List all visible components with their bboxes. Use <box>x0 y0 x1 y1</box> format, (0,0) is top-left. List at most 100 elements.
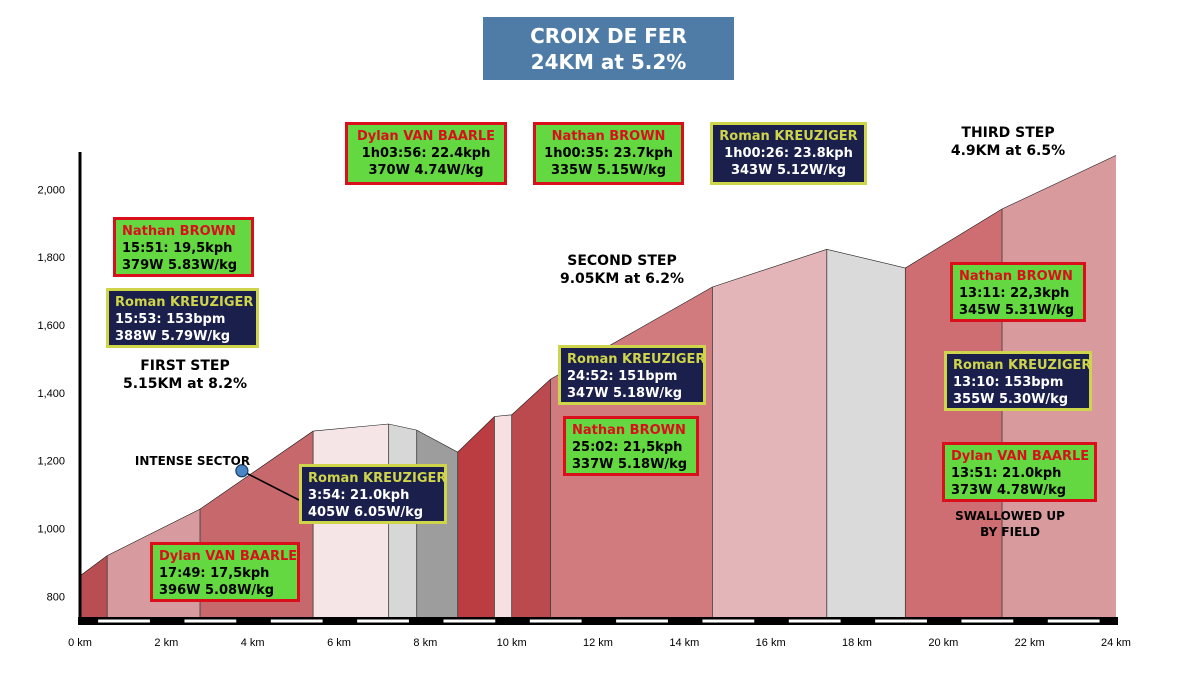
x-axis-dash <box>184 619 237 623</box>
swallowed-label: SWALLOWED UP BY FIELD <box>945 508 1075 540</box>
third-step-detail: 4.9KM at 6.5% <box>950 143 1066 159</box>
x-tick-label: 8 km <box>413 637 437 649</box>
rider-name: Roman KREUZIGER <box>567 352 706 367</box>
rider-name: Dylan VAN BAARLE <box>356 129 496 144</box>
profile-segment-1 <box>80 555 108 620</box>
rider-name: Roman KREUZIGER <box>308 471 447 486</box>
stat-line: 345W 5.31W/kg <box>959 303 1075 318</box>
y-tick-label: 1,000 <box>37 523 65 535</box>
stat-line: 17:49: 17,5kph <box>159 566 270 581</box>
stat-line: 347W 5.18W/kg <box>567 386 683 401</box>
stat-line: 13:51: 21.0kph <box>951 466 1062 481</box>
stat-line: 373W 4.78W/kg <box>951 483 1067 498</box>
x-tick-label: 14 km <box>669 637 699 649</box>
x-axis-dash <box>357 619 409 623</box>
rider-name: Nathan BROWN <box>959 269 1073 284</box>
rider-name: Dylan VAN BAARLE <box>951 449 1090 464</box>
chart-title-line1: CROIX DE FER <box>530 24 687 48</box>
x-tick-label: 20 km <box>928 637 958 649</box>
marker-dot <box>235 464 249 478</box>
x-axis-dash <box>961 619 1014 623</box>
rider-name: Roman KREUZIGER <box>115 295 254 310</box>
y-tick-label: 1,400 <box>37 388 65 400</box>
stat-box-nathan-brown-total: Nathan BROWN 1h00:35: 23.7kph 335W 5.15W… <box>533 122 684 185</box>
x-tick-label: 4 km <box>241 637 265 649</box>
first-step-detail: 5.15KM at 8.2% <box>122 376 248 392</box>
x-tick-label: 10 km <box>497 637 527 649</box>
x-axis-dash <box>443 619 496 623</box>
profile-segment-12 <box>826 249 906 621</box>
stat-line: 1h03:56: 22.4kph <box>361 146 491 161</box>
profile-segment-8 <box>494 414 512 620</box>
third-step-label: THIRD STEP 4.9KM at 6.5% <box>933 124 1083 160</box>
x-axis-ticks: 0 km 2 km 4 km 6 km 8 km 10 km 12 km 14 km 16 km… <box>68 637 1131 649</box>
x-axis-dash <box>788 619 841 623</box>
stat-line: 15:51: 19,5kph <box>122 241 233 256</box>
stat-line: 1h00:35: 23.7kph <box>544 146 673 161</box>
stat-line: 343W 5.12W/kg <box>730 163 847 178</box>
stat-line: 15:53: 153bpm <box>115 312 226 327</box>
stat-line: 335W 5.15W/kg <box>550 163 667 178</box>
intense-sector-label: INTENSE SECTOR <box>134 454 251 468</box>
profile-segment-6 <box>416 430 458 620</box>
second-step-label: SECOND STEP 9.05KM at 6.2% <box>547 252 697 288</box>
second-step-title: SECOND STEP <box>567 253 677 269</box>
stat-line: 24:52: 151bpm <box>567 369 678 384</box>
stat-line: 379W 5.83W/kg <box>122 258 238 273</box>
intense-sector-marker <box>235 464 300 501</box>
stat-line: 13:11: 22,3kph <box>959 286 1070 301</box>
stat-box-roman-kreuziger-intense: Roman KREUZIGER 3:54: 21.0kph 405W 6.05W… <box>299 464 447 524</box>
stat-line: 405W 6.05W/kg <box>308 505 424 520</box>
x-axis-dash <box>702 619 755 623</box>
y-tick-label: 2,000 <box>37 184 65 196</box>
y-tick-label: 1,600 <box>37 320 65 332</box>
rider-name: Roman KREUZIGER <box>953 358 1092 373</box>
stat-line: 396W 5.08W/kg <box>159 583 275 598</box>
x-tick-label: 16 km <box>756 637 786 649</box>
x-tick-label: 0 km <box>68 637 92 649</box>
rider-name: Nathan BROWN <box>122 224 236 239</box>
stat-line: 25:02: 21,5kph <box>572 440 683 455</box>
stat-line: 370W 4.74W/kg <box>368 163 484 178</box>
stat-line: 3:54: 21.0kph <box>308 488 410 503</box>
profile-segment-11 <box>712 249 827 621</box>
x-tick-label: 12 km <box>583 637 613 649</box>
x-axis-dash <box>1047 619 1100 623</box>
first-step-label: FIRST STEP 5.15KM at 8.2% <box>110 357 260 393</box>
stat-box-nathan-brown-second: Nathan BROWN 25:02: 21,5kph 337W 5.18W/k… <box>563 416 699 476</box>
stat-box-dylan-van-baarle-total: Dylan VAN BAARLE 1h03:56: 22.4kph 370W 4… <box>345 122 507 185</box>
second-step-detail: 9.05KM at 6.2% <box>559 271 685 287</box>
x-tick-label: 22 km <box>1015 637 1045 649</box>
x-tick-label: 2 km <box>154 637 178 649</box>
swallowed-line1: SWALLOWED UP <box>955 509 1065 523</box>
stat-line: 337W 5.18W/kg <box>572 457 688 472</box>
stat-box-nathan-brown-third: Nathan BROWN 13:11: 22,3kph 345W 5.31W/k… <box>950 262 1086 322</box>
first-step-title: FIRST STEP <box>140 358 230 374</box>
rider-name: Nathan BROWN <box>572 423 686 438</box>
profile-outline <box>79 155 1117 577</box>
chart-title: CROIX DE FER 24KM at 5.2% <box>483 17 734 80</box>
x-axis-bar <box>78 617 1118 625</box>
x-axis-dash <box>270 619 323 623</box>
stat-box-nathan-brown-first: Nathan BROWN 15:51: 19,5kph 379W 5.83W/k… <box>113 217 254 277</box>
stat-line: 1h00:26: 23.8kph <box>724 146 853 161</box>
rider-name: Dylan VAN BAARLE <box>159 549 298 564</box>
stat-box-dylan-van-baarle-third: Dylan VAN BAARLE 13:51: 21.0kph 373W 4.7… <box>942 442 1097 502</box>
stat-box-roman-kreuziger-second: Roman KREUZIGER 24:52: 151bpm 347W 5.18W… <box>558 345 706 405</box>
third-step-title: THIRD STEP <box>961 125 1055 141</box>
swallowed-line2: BY FIELD <box>980 525 1040 539</box>
profile-segment-9 <box>511 379 551 620</box>
x-axis-dash <box>98 619 150 623</box>
stat-box-roman-kreuziger-total: Roman KREUZIGER 1h00:26: 23.8kph 343W 5.… <box>710 122 867 185</box>
y-axis-ticks: 800 1,000 1,200 1,400 1,600 1,800 2,000 <box>37 184 65 603</box>
y-tick-label: 1,800 <box>37 252 65 264</box>
x-tick-label: 6 km <box>327 637 351 649</box>
stat-line: 355W 5.30W/kg <box>953 392 1069 407</box>
stat-line: 388W 5.79W/kg <box>115 329 231 344</box>
stat-line: 13:10: 153bpm <box>953 375 1064 390</box>
x-tick-label: 18 km <box>842 637 872 649</box>
y-tick-label: 1,200 <box>37 456 65 468</box>
marker-leader-line <box>241 470 300 501</box>
stat-box-dylan-van-baarle-first: Dylan VAN BAARLE 17:49: 17,5kph 396W 5.0… <box>150 542 300 602</box>
x-axis-dash <box>616 619 668 623</box>
